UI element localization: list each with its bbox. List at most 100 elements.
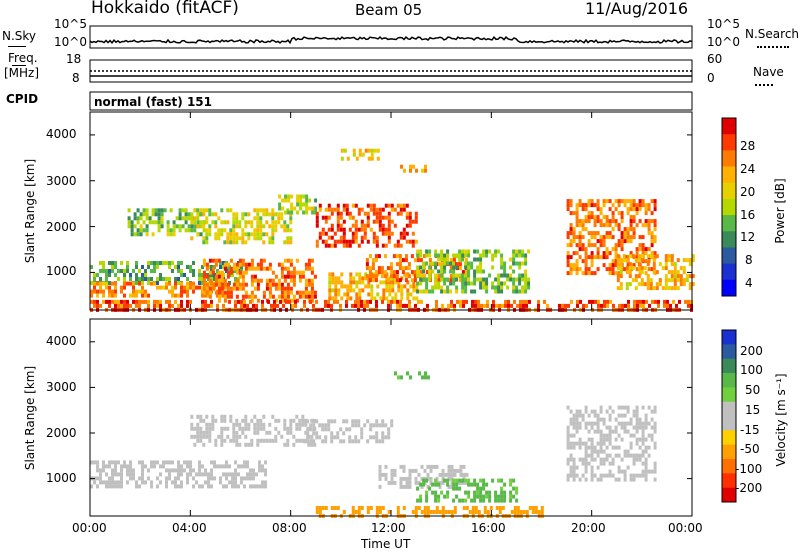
power-tick-28: 28 xyxy=(740,139,756,153)
n-sky-legend-line xyxy=(8,46,26,47)
power-tick-8: 8 xyxy=(745,253,753,267)
nave-tick-60: 60 xyxy=(707,52,723,66)
power-tick-20: 20 xyxy=(740,185,756,199)
n-sky-label: N.Sky xyxy=(2,29,37,43)
nave-tick-0: 0 xyxy=(707,71,715,85)
cpid-panel-frame xyxy=(89,91,693,111)
power-colorbar-swatch xyxy=(722,150,736,168)
power-colorbar-swatch xyxy=(722,215,736,232)
xtick-2: 08:00 xyxy=(272,521,307,535)
xtick-6: 00:00 xyxy=(668,521,703,535)
xtick-5: 20:00 xyxy=(571,521,606,535)
n-sky-line xyxy=(89,35,693,45)
power-region-13 xyxy=(400,164,427,173)
power-colorbar-swatch xyxy=(722,166,736,184)
velocity-heatmap xyxy=(90,371,657,518)
velocity-region-4 xyxy=(416,478,519,503)
ylabel-bottom: Slant Range [km] xyxy=(23,365,37,471)
velocity-colorbar-swatch xyxy=(722,473,736,489)
freq-legend-line xyxy=(12,65,26,66)
velocity-colorbar-swatch xyxy=(722,444,736,460)
noise-tick-bottom-left: 10^0 xyxy=(54,35,87,49)
xlabel: Time UT xyxy=(361,537,411,551)
velocity-colorbar-swatch xyxy=(722,459,736,474)
velocity-colorbar-swatch xyxy=(722,430,736,446)
noise-tick-top-right: 10^5 xyxy=(707,17,740,31)
xtick-3: 12:00 xyxy=(371,521,406,535)
ytick-top-2000: 2000 xyxy=(46,220,77,234)
noise-panel-frame xyxy=(89,25,693,49)
xtick-4: 16:00 xyxy=(471,521,506,535)
velocity-colorbar-frame xyxy=(721,329,737,503)
ytick-top-1000: 1000 xyxy=(46,264,77,278)
ytick-top-3000: 3000 xyxy=(46,174,77,188)
power-region-11 xyxy=(616,254,695,291)
panel-frames xyxy=(89,25,693,517)
colorbars xyxy=(721,117,737,503)
power-tick-4: 4 xyxy=(745,276,753,290)
power-colorbar-swatch xyxy=(722,118,736,135)
velocity-colorbar-label: Velocity [m s⁻¹] xyxy=(774,373,788,467)
velocity-colorbar xyxy=(721,329,737,503)
velocity-colorbar-swatch xyxy=(722,373,736,388)
vel-tick-m200: -200 xyxy=(735,481,763,495)
velocity-region-2 xyxy=(303,419,394,444)
beam-title: Beam 05 xyxy=(355,1,423,19)
ytick-bot-3000: 3000 xyxy=(46,380,77,394)
power-region-6 xyxy=(315,203,418,248)
station-title: Hokkaido (fitACF) xyxy=(91,0,239,18)
xtick-1: 04:00 xyxy=(172,521,207,535)
velocity-region-5 xyxy=(566,405,657,482)
noise-tick-bottom-right: 10^0 xyxy=(707,35,740,49)
power-colorbar-frame xyxy=(721,117,737,297)
vel-tick-m100: -100 xyxy=(735,462,763,476)
power-colorbar-swatch xyxy=(722,182,736,200)
ytick-bot-1000: 1000 xyxy=(46,471,77,485)
velocity-colorbar-swatch xyxy=(722,387,736,403)
power-region-3 xyxy=(202,258,317,303)
cpid-label: CPID xyxy=(6,92,39,106)
date-title: 11/Aug/2016 xyxy=(585,0,689,18)
vel-tick-m15: -15 xyxy=(740,423,760,437)
velocity-colorbar-swatch xyxy=(722,344,736,360)
vel-tick-m50: -50 xyxy=(740,442,760,456)
power-colorbar xyxy=(721,117,737,297)
freq-unit-label: [MHz] xyxy=(4,66,40,80)
power-region-9 xyxy=(416,249,531,294)
vel-tick-200: 200 xyxy=(740,344,763,358)
vel-tick-100: 100 xyxy=(740,363,763,377)
velocity-colorbar-swatch xyxy=(722,401,736,417)
power-colorbar-swatch xyxy=(722,231,736,248)
n-search-legend-line xyxy=(757,46,789,48)
velocity-region-0 xyxy=(90,460,267,489)
power-colorbar-label: Power [dB] xyxy=(773,178,787,244)
ytick-bot-4000: 4000 xyxy=(46,334,77,348)
noise-tick-top-left: 10^5 xyxy=(54,17,87,31)
velocity-colorbar-swatch xyxy=(722,487,736,503)
freq-tick-18: 18 xyxy=(66,52,82,66)
ytick-top-4000: 4000 xyxy=(46,127,77,141)
power-tick-16: 16 xyxy=(740,208,756,222)
power-region-14 xyxy=(340,148,380,161)
nave-legend-line xyxy=(755,84,773,86)
power-region-10 xyxy=(566,199,657,276)
velocity-region-7 xyxy=(394,371,430,380)
vel-tick-50: 50 xyxy=(745,383,761,397)
power-tick-12: 12 xyxy=(740,230,756,244)
velocity-region-1 xyxy=(190,414,317,447)
power-tick-24: 24 xyxy=(740,162,756,176)
nave-label: Nave xyxy=(753,65,784,79)
power-colorbar-swatch xyxy=(722,198,736,216)
cpid-text: normal (fast) 151 xyxy=(94,95,212,109)
noise-sky-trace xyxy=(89,35,693,45)
power-heatmap xyxy=(90,148,695,312)
power-colorbar-swatch xyxy=(722,263,736,281)
power-colorbar-swatch xyxy=(722,134,736,151)
n-search-label: N.Search xyxy=(745,27,800,41)
power-region-5 xyxy=(278,194,318,215)
velocity-colorbar-swatch xyxy=(722,330,736,345)
ytick-bot-2000: 2000 xyxy=(46,426,77,440)
freq-label: Freq. xyxy=(8,51,38,65)
power-colorbar-swatch xyxy=(722,247,736,265)
